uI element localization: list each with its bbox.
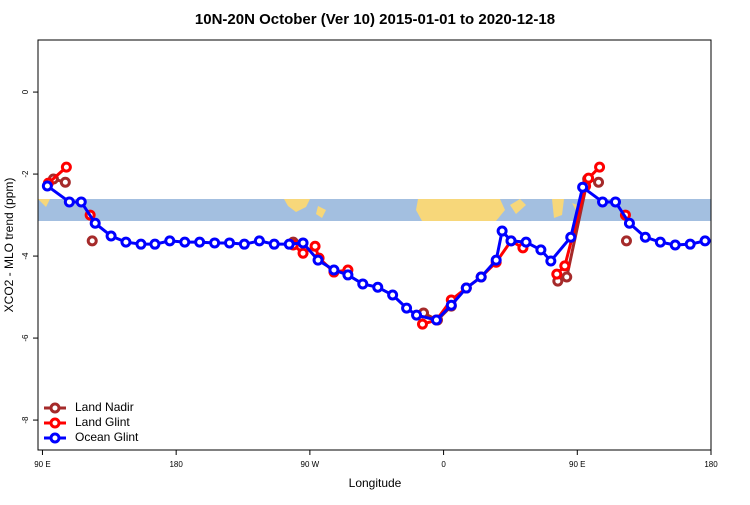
- data-point: [372, 281, 384, 293]
- data-point: [253, 235, 265, 247]
- data-point: [639, 231, 651, 243]
- legend-label: Ocean Glint: [75, 430, 139, 444]
- x-tick-label: 90 W: [301, 460, 320, 469]
- data-point: [684, 238, 696, 250]
- data-point: [41, 180, 53, 192]
- data-point: [620, 235, 632, 247]
- plot-frame: [37, 39, 712, 451]
- data-point: [328, 264, 340, 276]
- data-point: [357, 278, 369, 290]
- data-point: [59, 176, 71, 188]
- x-tick-label: 90 E: [569, 460, 585, 469]
- data-point: [430, 314, 442, 326]
- data-point: [209, 237, 221, 249]
- y-tick-label: -6: [21, 334, 30, 342]
- data-point: [505, 235, 517, 247]
- data-point: [86, 235, 98, 247]
- data-point: [89, 217, 101, 229]
- data-point: [416, 318, 428, 330]
- x-tick-label: 90 E: [34, 460, 50, 469]
- data-point: [179, 236, 191, 248]
- data-point: [387, 289, 399, 301]
- y-tick-label: 0: [21, 89, 30, 94]
- data-point: [194, 236, 206, 248]
- data-point: [699, 235, 711, 247]
- data-point: [105, 230, 117, 242]
- y-axis-label: XCO2 - MLO trend (ppm): [2, 178, 16, 313]
- data-point: [224, 237, 236, 249]
- data-point: [545, 255, 557, 267]
- data-point: [565, 231, 577, 243]
- data-point: [149, 238, 161, 250]
- data-point: [535, 244, 547, 256]
- data-point: [561, 271, 573, 283]
- data-point: [401, 302, 413, 314]
- data-point: [283, 238, 295, 250]
- data-point: [559, 260, 571, 272]
- map-strip: [38, 199, 711, 221]
- data-point: [238, 238, 250, 250]
- data-point: [496, 225, 508, 237]
- data-point: [312, 254, 324, 266]
- data-point: [297, 247, 309, 259]
- legend-marker: [49, 417, 61, 429]
- legend-marker: [49, 402, 61, 414]
- data-point: [63, 196, 75, 208]
- data-point: [623, 217, 635, 229]
- data-point: [551, 268, 563, 280]
- data-point: [609, 196, 621, 208]
- data-point: [593, 176, 605, 188]
- data-point: [164, 235, 176, 247]
- x-tick-label: 0: [441, 460, 446, 469]
- data-point: [583, 172, 595, 184]
- data-point: [297, 237, 309, 249]
- data-point: [490, 254, 502, 266]
- y-tick-label: -8: [21, 416, 30, 424]
- data-point: [520, 236, 532, 248]
- x-tick-label: 180: [704, 460, 718, 469]
- series-line: [46, 184, 706, 322]
- legend-marker: [49, 432, 61, 444]
- y-tick-label: -2: [21, 170, 30, 178]
- data-point: [60, 161, 72, 173]
- x-axis-label: Longitude: [349, 476, 402, 490]
- legend-label: Land Nadir: [75, 400, 134, 414]
- data-point: [268, 238, 280, 250]
- data-point: [75, 196, 87, 208]
- data-point: [120, 236, 132, 248]
- data-point: [135, 238, 147, 250]
- data-point: [475, 271, 487, 283]
- x-tick-label: 180: [169, 460, 183, 469]
- data-point: [577, 181, 589, 193]
- data-point: [411, 309, 423, 321]
- legend-label: Land Glint: [75, 415, 130, 429]
- chart-title: 10N-20N October (Ver 10) 2015-01-01 to 2…: [195, 11, 555, 28]
- data-point: [460, 282, 472, 294]
- data-point: [342, 269, 354, 281]
- data-point: [597, 196, 609, 208]
- y-tick-label: -4: [21, 252, 30, 260]
- data-point: [594, 161, 606, 173]
- data-point: [445, 299, 457, 311]
- data-point: [654, 236, 666, 248]
- data-point: [309, 240, 321, 252]
- data-point: [669, 239, 681, 251]
